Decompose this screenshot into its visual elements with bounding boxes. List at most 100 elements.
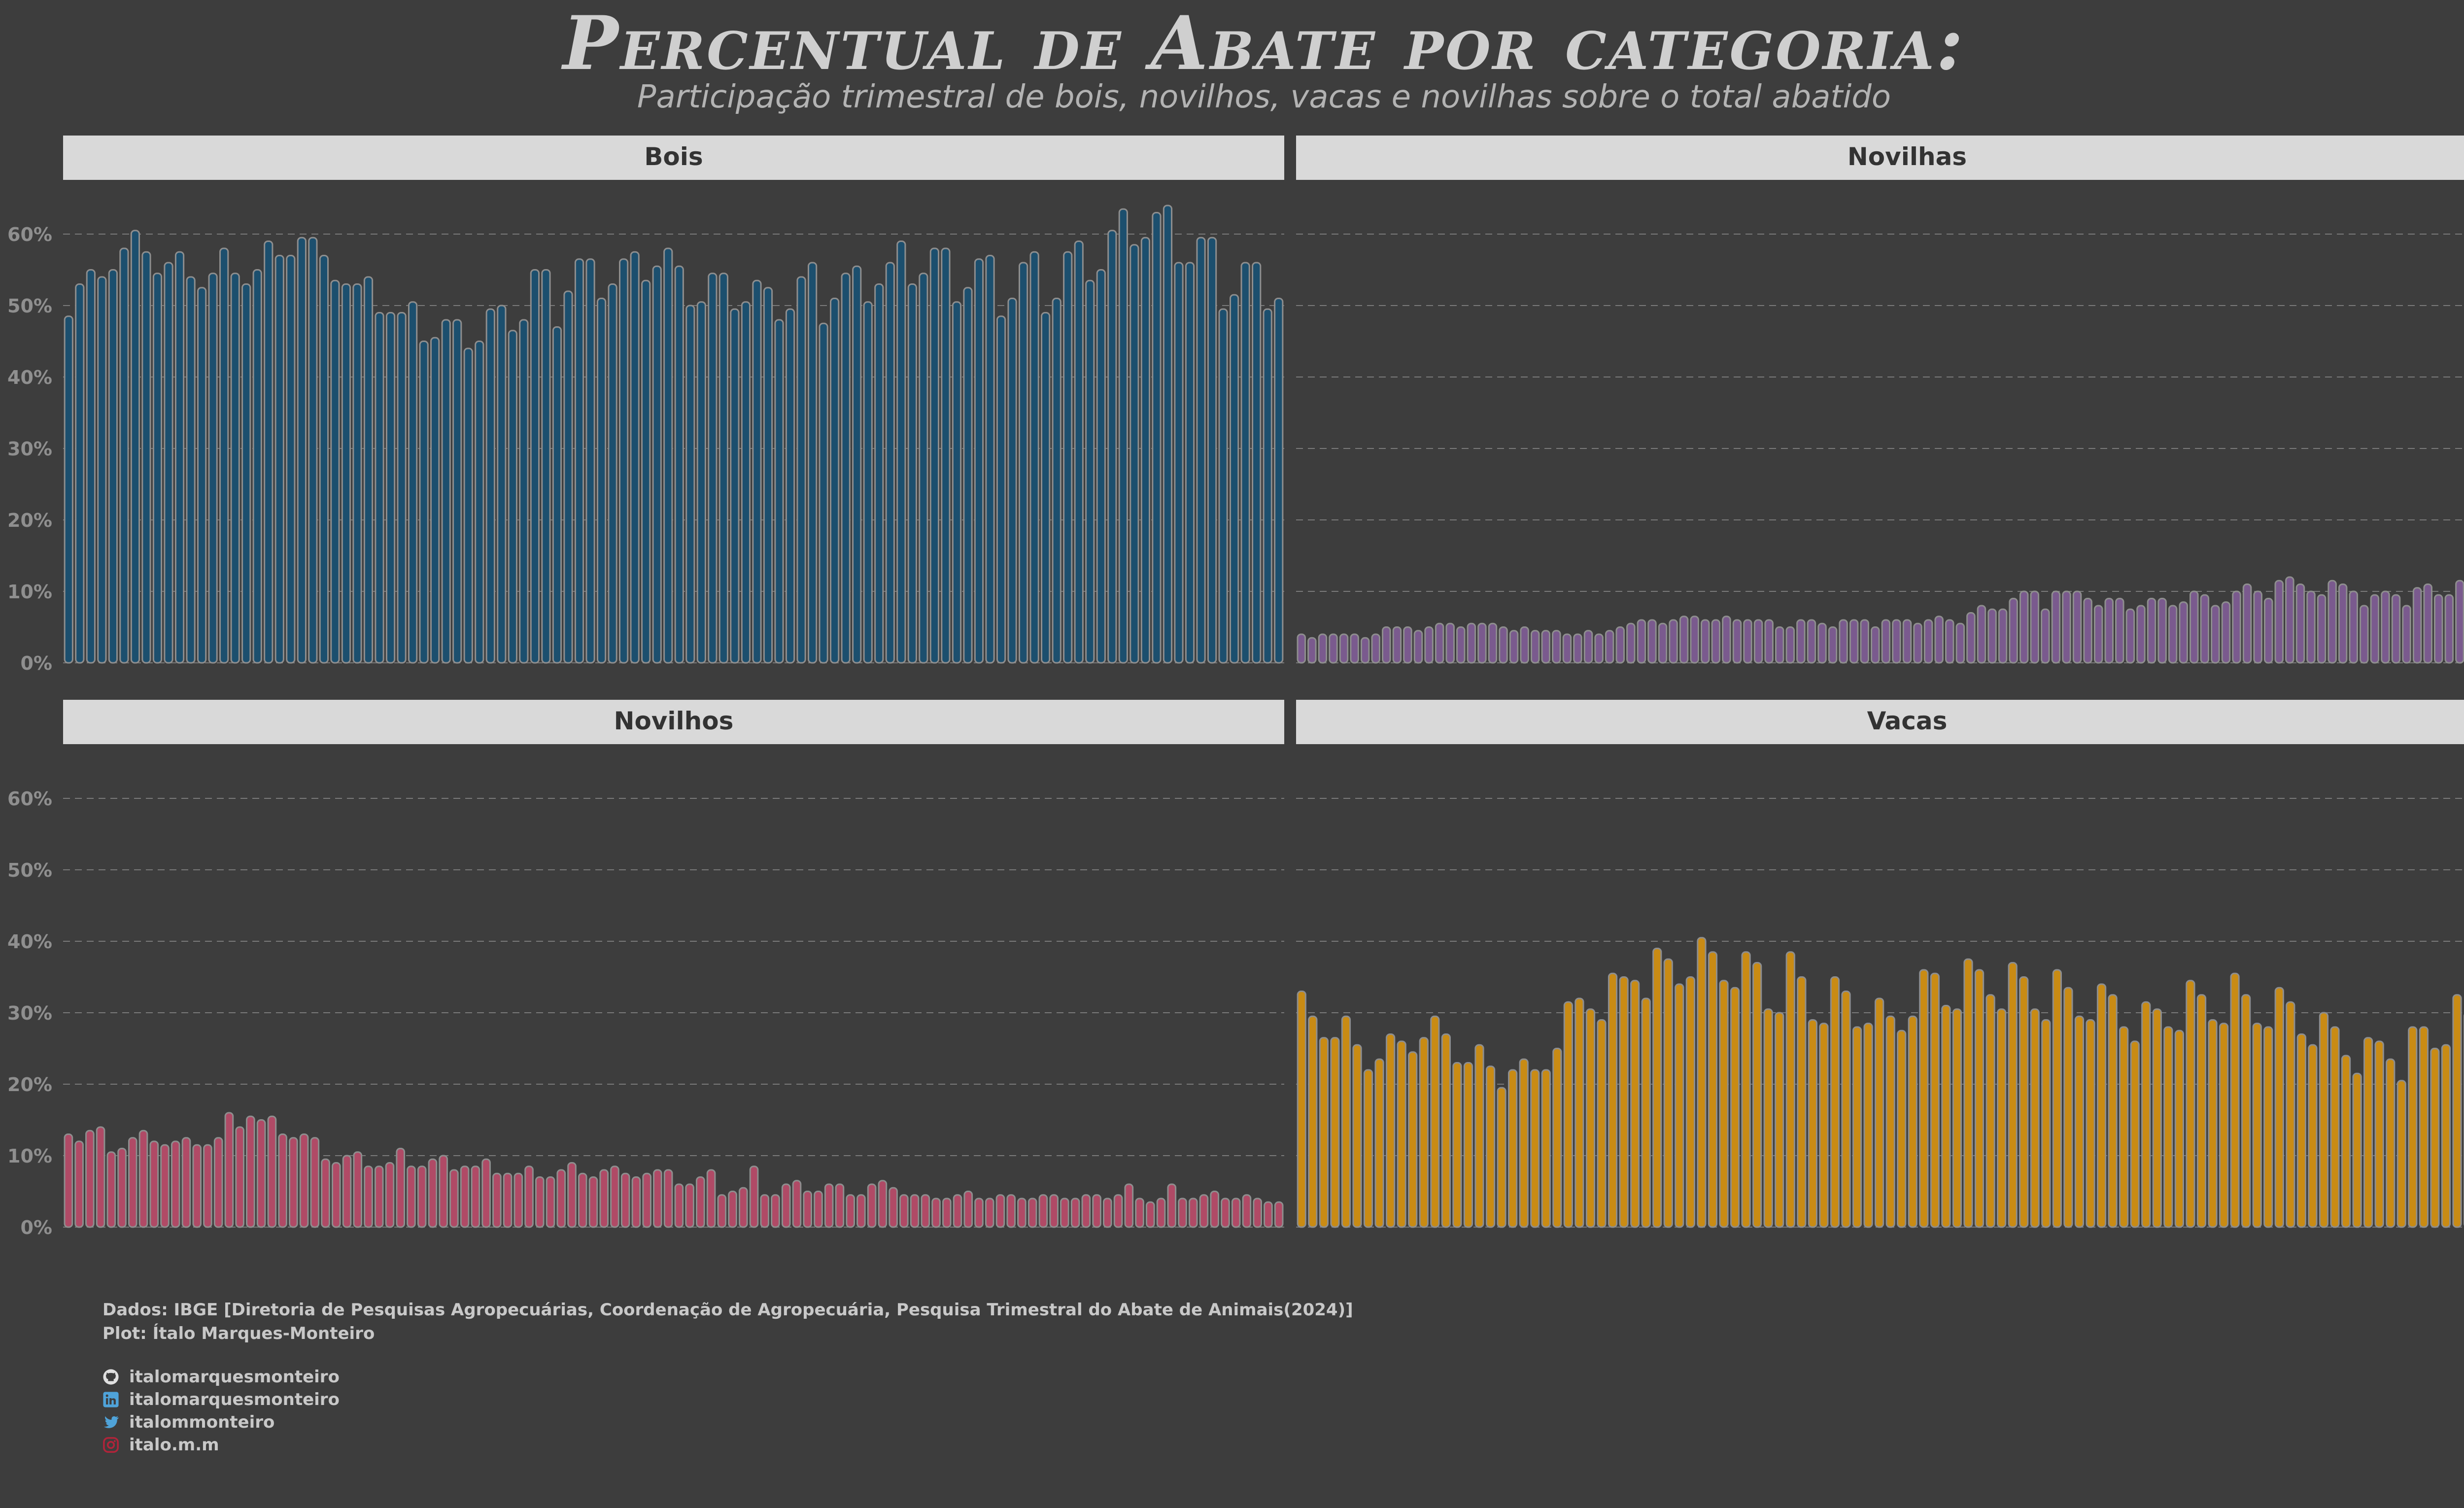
bar [696, 1176, 705, 1228]
bar [319, 255, 329, 664]
social-instagram[interactable]: italo.m.m [103, 1435, 1353, 1455]
bar [186, 276, 196, 664]
bar [2363, 1037, 2373, 1228]
panel-title: Bois [644, 142, 703, 171]
bar [585, 258, 595, 664]
bar [1352, 1044, 1362, 1228]
bar [164, 262, 173, 664]
bar [867, 1183, 877, 1228]
bar [1658, 622, 1668, 664]
bar [1675, 983, 1684, 1228]
bar [485, 308, 495, 664]
bar [1764, 619, 1774, 664]
social-twitter[interactable]: italommonteiro [103, 1412, 1353, 1432]
bar [1913, 622, 1922, 664]
bar [396, 1148, 406, 1228]
bar [1274, 1201, 1284, 1228]
linkedin-handle: italomarquesmonteiro [129, 1390, 340, 1409]
bar [1145, 1201, 1155, 1228]
bar [1485, 1065, 1496, 1228]
bar [1467, 622, 1476, 664]
bar [674, 1183, 684, 1228]
bar [2179, 601, 2188, 664]
bar [2338, 583, 2348, 664]
bar [2349, 590, 2359, 664]
bar [830, 298, 840, 664]
bar [2391, 594, 2401, 664]
bar [1221, 1198, 1230, 1228]
bar [2308, 1044, 2318, 1228]
bar [230, 273, 240, 664]
bar [941, 247, 951, 664]
bar [2063, 987, 2073, 1228]
bar [578, 1172, 587, 1228]
bar [1329, 633, 1338, 664]
bar [1163, 205, 1173, 664]
panel-novilhos: Novilhos 0% 10% 20% 30% 40% 50% 60% [7, 700, 1284, 1238]
bar [1253, 1198, 1262, 1228]
bar [2189, 590, 2199, 664]
bar [1509, 630, 1519, 664]
bar [1987, 608, 1997, 664]
bar [463, 347, 473, 664]
bar [728, 1191, 737, 1228]
bar [1530, 1069, 1540, 1228]
instagram-handle: italo.m.m [129, 1435, 219, 1455]
bar [2136, 605, 2146, 664]
bar [286, 255, 296, 664]
bar [1435, 622, 1444, 664]
bar [417, 1165, 427, 1228]
bar [2041, 608, 2050, 664]
bar [2019, 976, 2029, 1228]
bar [2374, 1040, 2384, 1228]
bar [546, 1176, 555, 1228]
bar [2230, 972, 2240, 1228]
social-linkedin[interactable]: italomarquesmonteiro [103, 1390, 1353, 1409]
bar [1474, 1044, 1484, 1228]
bar [1060, 1198, 1069, 1228]
bar [235, 1126, 244, 1228]
twitter-handle: italommonteiro [129, 1412, 275, 1432]
bar [1796, 619, 1806, 664]
bar [2402, 605, 2411, 664]
bar [1647, 619, 1657, 664]
bar [567, 1162, 577, 1228]
bar [408, 301, 418, 664]
bar [181, 1137, 191, 1228]
bar [588, 1176, 598, 1228]
bar [96, 1126, 105, 1228]
bar [1520, 626, 1529, 664]
social-github[interactable]: italomarquesmonteiro [103, 1367, 1353, 1387]
bar [931, 1198, 941, 1228]
bar [481, 1158, 491, 1228]
bar [1908, 1015, 1917, 1228]
bar [308, 237, 318, 664]
bar [663, 1169, 673, 1228]
github-handle: italomarquesmonteiro [129, 1367, 340, 1387]
bar [1808, 1019, 1817, 1228]
bar [2327, 580, 2337, 664]
bar [75, 283, 85, 664]
bar [574, 258, 584, 664]
bar [97, 276, 107, 664]
bar [1974, 969, 1985, 1228]
bar [2096, 983, 2107, 1228]
bar [620, 1172, 630, 1228]
bar [1029, 251, 1039, 664]
bar [1063, 251, 1073, 664]
page-title: Percentual de Abate por categoria: [563, 0, 1965, 87]
bar [2125, 608, 2135, 664]
bar [1752, 962, 1762, 1228]
bar [1018, 262, 1028, 664]
bar [953, 1194, 962, 1228]
bar [1092, 1194, 1101, 1228]
bar [341, 283, 351, 664]
bar [2452, 994, 2462, 1228]
bar [241, 283, 251, 664]
bar [996, 315, 1006, 664]
bar [2119, 1026, 2129, 1228]
bar [419, 341, 429, 664]
bar [2168, 605, 2178, 664]
bar [1997, 1008, 2007, 1228]
bar [530, 269, 540, 664]
